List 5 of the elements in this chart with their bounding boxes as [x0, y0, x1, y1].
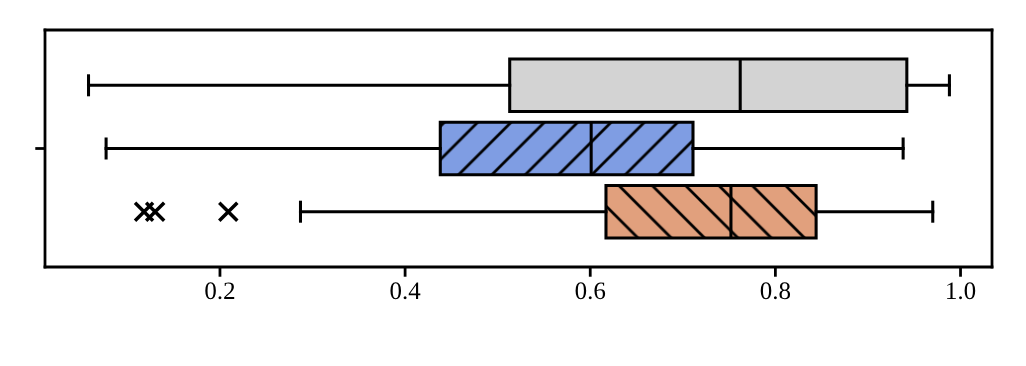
x-tick-label: 0.4 [390, 282, 421, 300]
x-tick-label: 0.2 [205, 282, 235, 300]
x-tick-label: 0.8 [760, 282, 791, 300]
x-tick-label: 0.6 [575, 282, 606, 300]
x-tick-label: 1.0 [947, 282, 976, 300]
